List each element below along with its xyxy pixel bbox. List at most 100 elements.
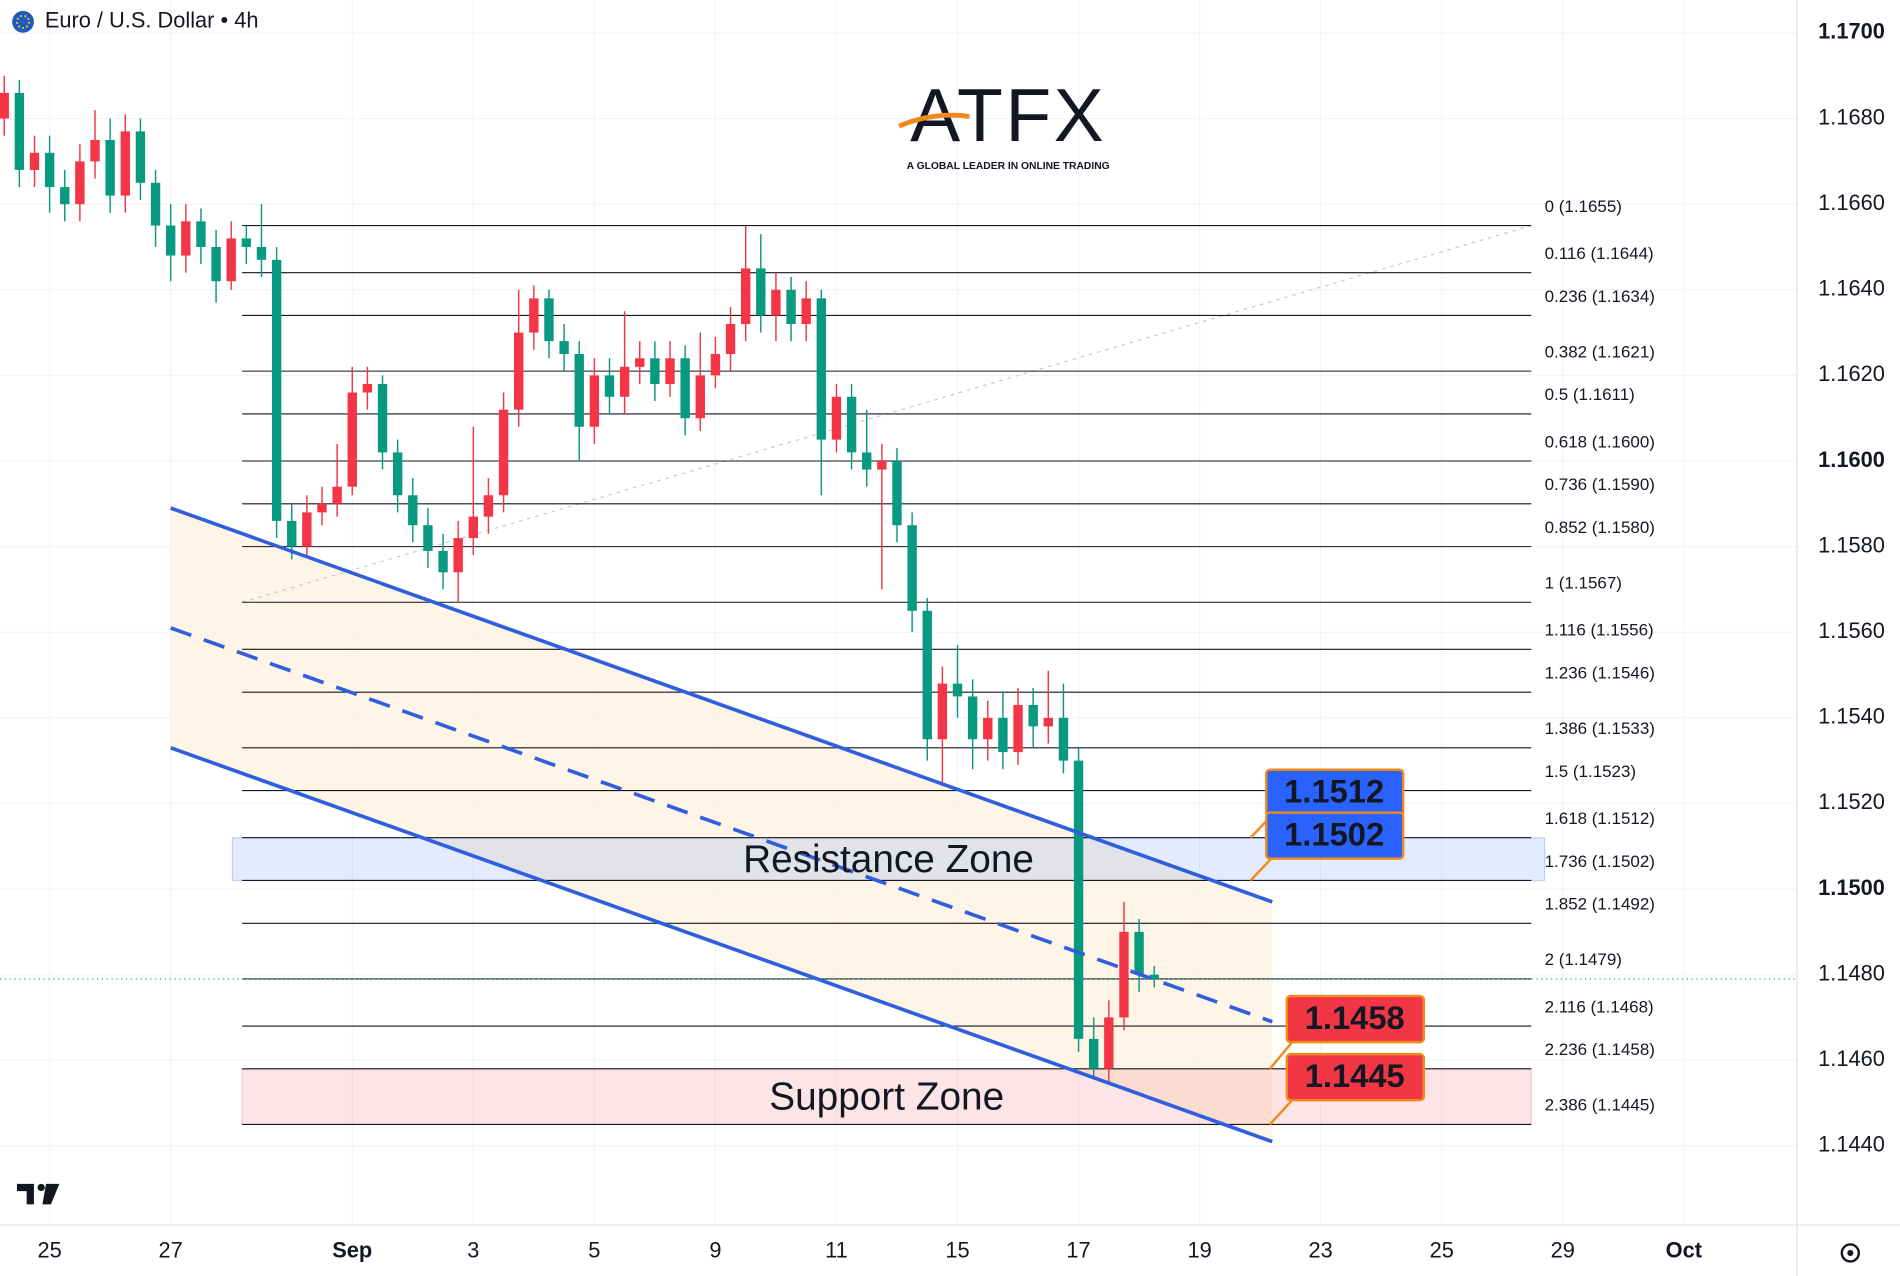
fib-label: 0.382 (1.1621) — [1545, 342, 1655, 361]
candle-body — [514, 332, 524, 410]
fib-label: 1.618 (1.1512) — [1545, 809, 1655, 828]
candle-body — [680, 358, 690, 419]
candle-body — [922, 610, 932, 740]
header-title: Euro / U.S. Dollar • 4h — [45, 8, 259, 33]
candle-body — [135, 131, 146, 183]
candle-body — [665, 358, 675, 384]
fib-label: 0.116 (1.1644) — [1545, 244, 1654, 263]
callout-box — [1285, 994, 1426, 1044]
candle-body — [287, 520, 297, 547]
candle-body — [498, 409, 509, 496]
candle-body — [29, 152, 40, 170]
candle-body — [544, 298, 554, 342]
candle-body — [362, 383, 373, 393]
x-tick-label: 29 — [1551, 1238, 1575, 1263]
candle-body — [952, 683, 963, 697]
settings-icon[interactable] — [1840, 1243, 1861, 1263]
callout-box — [1285, 1052, 1426, 1102]
candle-body — [650, 358, 660, 384]
candle-body — [862, 452, 872, 470]
x-tick-label: 25 — [1430, 1238, 1454, 1263]
candle-body — [0, 92, 9, 119]
y-tick-label: 1.1660 — [1818, 190, 1885, 215]
x-tick-label: 27 — [159, 1238, 183, 1263]
logo: ATFX A GLOBAL LEADER IN ONLINE TRADING — [898, 73, 1110, 172]
candle-body — [1089, 1038, 1099, 1069]
candle-body — [1149, 974, 1159, 979]
candle-body — [468, 516, 479, 539]
candle-body — [438, 550, 448, 573]
fib-label: 1.116 (1.1556) — [1545, 621, 1654, 640]
fib-label: 1.5 (1.1523) — [1545, 762, 1636, 781]
candle-body — [998, 717, 1008, 753]
callout-pointer — [1249, 855, 1275, 882]
candle-body — [226, 238, 236, 282]
candle-body — [90, 139, 100, 162]
candle-body — [483, 495, 494, 517]
x-tick-label: 15 — [945, 1238, 969, 1263]
candle-body — [725, 324, 736, 354]
callout-label: 1.1512 — [1284, 773, 1384, 810]
x-tick-label: 23 — [1309, 1238, 1333, 1263]
logo-tagline: A GLOBAL LEADER IN ONLINE TRADING — [907, 161, 1110, 172]
candle-body — [695, 375, 705, 419]
candle-body — [150, 182, 161, 226]
candle-body — [14, 92, 25, 170]
fib-label: 1.736 (1.1502) — [1545, 852, 1655, 871]
x-tick-label: Oct — [1666, 1238, 1702, 1263]
x-tick-label: 11 — [825, 1238, 848, 1263]
candle-body — [271, 259, 282, 521]
candle-body — [120, 131, 130, 196]
x-tick-label: 25 — [38, 1238, 62, 1263]
candle-body — [392, 452, 403, 496]
callout-label: 1.1458 — [1305, 999, 1405, 1036]
candle-body — [377, 383, 388, 453]
y-tick-label: 1.1520 — [1818, 789, 1885, 814]
plot: 0 (1.1655) 0.116 (1.1644) 0.236 (1.1634) 0.… — [0, 75, 1798, 1144]
candle-body — [604, 375, 615, 397]
x-tick-label: 9 — [709, 1238, 721, 1263]
y-tick-label: 1.1580 — [1818, 532, 1885, 557]
candle-body — [1073, 760, 1084, 1039]
candle-body — [771, 289, 781, 316]
fib-label: 0.852 (1.1580) — [1545, 518, 1655, 537]
candle-body — [181, 221, 191, 256]
candle-body — [60, 187, 70, 205]
candle-body — [241, 238, 252, 247]
y-tick-label: 1.1540 — [1818, 704, 1885, 729]
y-tick-label: 1.1460 — [1818, 1046, 1885, 1071]
x-tick-label: 19 — [1187, 1238, 1211, 1263]
candle-body — [983, 717, 993, 740]
fib-label: 0.5 (1.1611) — [1545, 385, 1635, 404]
candle-body — [937, 683, 948, 740]
callout-pointer — [1268, 1038, 1296, 1070]
y-tick-label: 1.1560 — [1818, 618, 1885, 643]
candle-body — [619, 366, 630, 397]
candle-body — [1104, 1017, 1114, 1069]
y-tick-label: 1.1500 — [1818, 875, 1885, 900]
fib-label: 1.386 (1.1533) — [1545, 719, 1655, 738]
fib-label: 0.236 (1.1634) — [1545, 287, 1655, 306]
candle-body — [256, 246, 267, 260]
candle-body — [317, 503, 327, 513]
fib-label: 2.236 (1.1458) — [1545, 1040, 1655, 1059]
x-tick-label: Sep — [332, 1238, 372, 1263]
candle-body — [967, 696, 978, 740]
channel-line — [170, 506, 1273, 904]
candle-body — [740, 268, 751, 325]
callout-box — [1265, 811, 1405, 860]
y-tick-label: 1.1480 — [1818, 960, 1885, 985]
candle-body — [196, 221, 206, 247]
y-tick-label: 1.1680 — [1818, 104, 1885, 129]
candle-body — [816, 298, 827, 440]
candle-body — [1119, 931, 1129, 1018]
fib-label: 0.736 (1.1590) — [1545, 475, 1655, 494]
x-tick-label: 5 — [588, 1238, 600, 1263]
candle-body — [165, 225, 176, 256]
candle-body — [574, 353, 584, 427]
candle-body — [756, 268, 766, 316]
fib-label: 1.236 (1.1546) — [1545, 663, 1655, 682]
candle-body — [1043, 717, 1053, 727]
y-tick-label: 1.1440 — [1818, 1132, 1885, 1157]
y-tick-label: 1.1620 — [1818, 361, 1885, 386]
